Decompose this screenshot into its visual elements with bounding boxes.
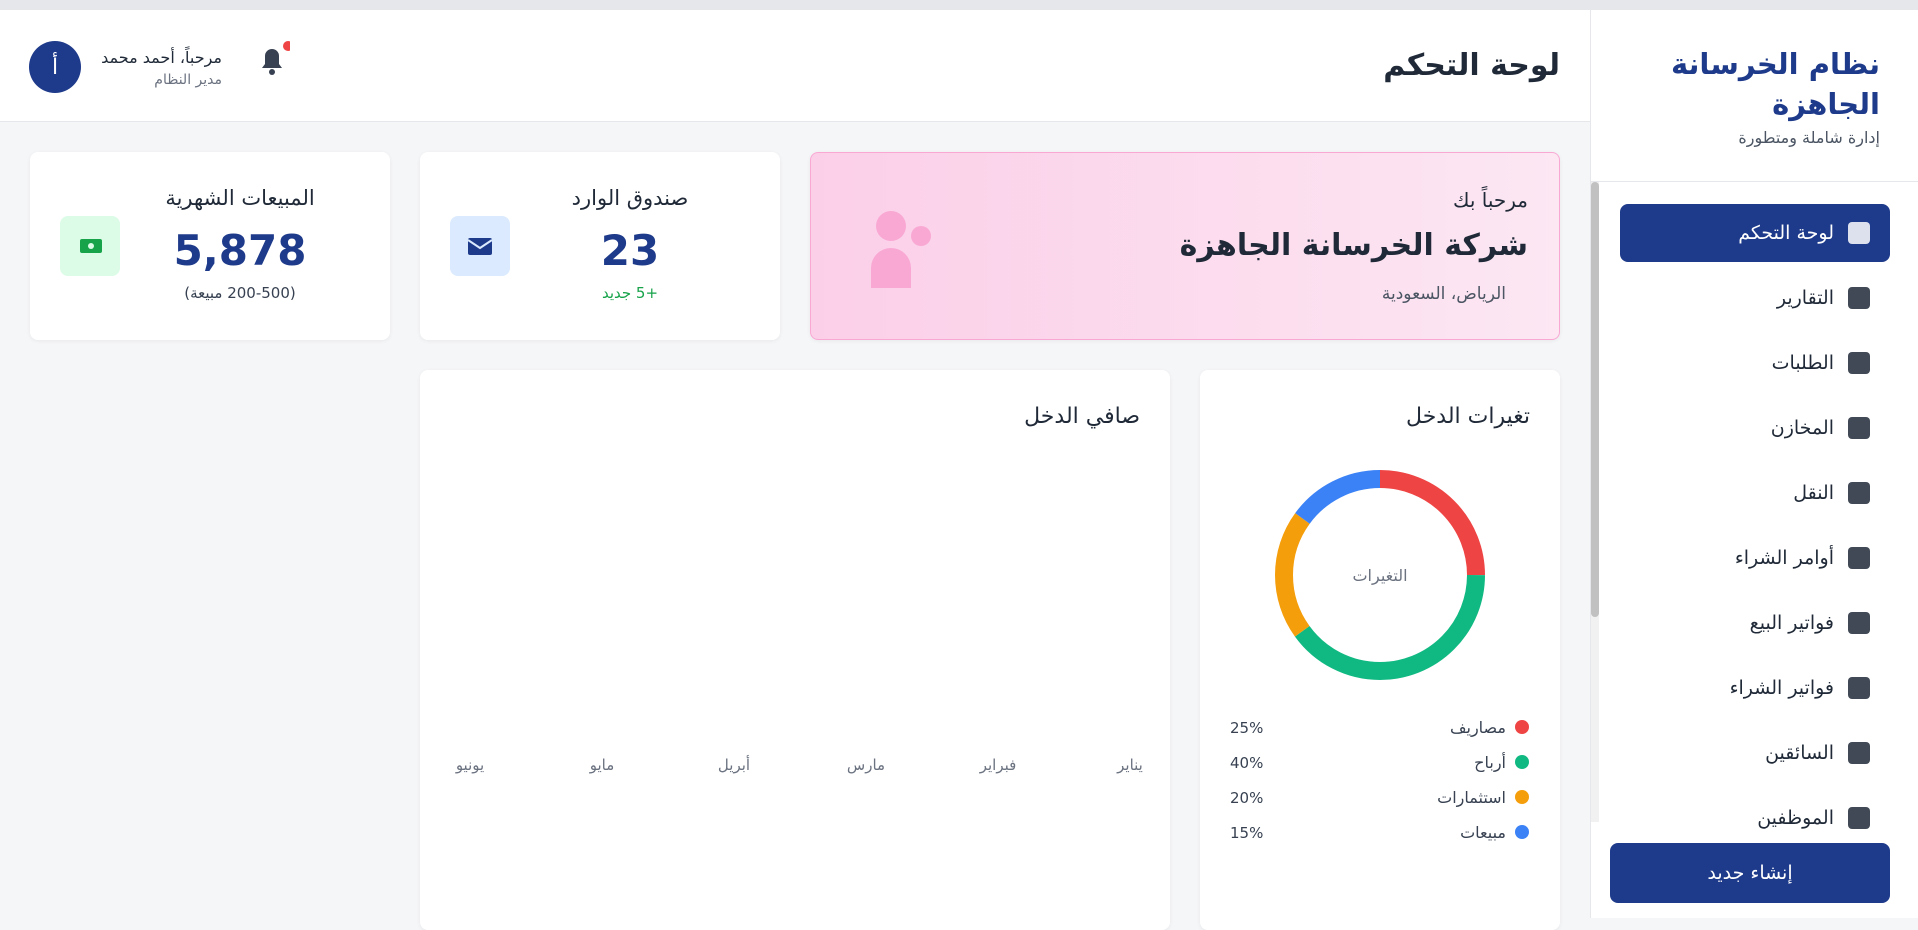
donut-center-label: التغيرات [1352, 566, 1407, 586]
nav-label: الطلبات [1771, 352, 1834, 374]
nav-icon [1848, 482, 1870, 504]
sidebar [1590, 10, 1918, 918]
sales-title: المبيعات الشهرية [165, 186, 315, 210]
nav-item[interactable]: أوامر الشراء [1620, 529, 1890, 587]
nav-item[interactable]: النقل [1620, 464, 1890, 522]
legend-value: 25% [1230, 719, 1263, 737]
nav-icon [1848, 222, 1870, 244]
avatar[interactable]: أ [29, 41, 81, 93]
donut-segment [1275, 470, 1485, 680]
create-button[interactable]: إنشاء جديد [1610, 843, 1890, 903]
net-income-axis: يناير فبراير مارس أبريل مايو يونيو [455, 755, 1143, 774]
nav-label: المخازن [1770, 417, 1834, 439]
legend-dot [1515, 790, 1529, 804]
x-tick-label: مارس [847, 756, 885, 774]
welcome-card [810, 152, 1560, 340]
legend-dot [1515, 720, 1529, 734]
inbox-value: 23 [600, 226, 660, 275]
x-tick-label: مايو [589, 756, 615, 774]
donut-segment [1275, 470, 1485, 680]
nav-label: التقارير [1776, 287, 1834, 309]
legend-label: أرباح [1474, 752, 1506, 773]
legend-label: استثمارات [1437, 788, 1506, 808]
legend-value: 20% [1230, 789, 1263, 807]
nav-label: لوحة التحكم [1738, 222, 1834, 244]
nav-icon [1848, 287, 1870, 309]
donut-segment [1275, 470, 1485, 680]
legend-dot [1515, 825, 1529, 839]
nav-item[interactable]: الطلبات [1620, 334, 1890, 392]
nav-item[interactable]: فواتير الشراء [1620, 659, 1890, 717]
inbox-title: صندوق الوارد [571, 186, 689, 210]
bell-icon[interactable] [254, 40, 290, 80]
scroll-track [1591, 182, 1599, 822]
donut-card [1200, 370, 1560, 930]
x-tick-label: أبريل [718, 755, 750, 774]
nav-icon [1848, 742, 1870, 764]
app-title: نظام الخرسانة الجاهزة [1670, 47, 1880, 121]
nav-icon [1848, 677, 1870, 699]
nav-item[interactable]: لوحة التحكم [1620, 204, 1890, 262]
nav-icon [1848, 612, 1870, 634]
net-income-title: صافي الدخل [1024, 404, 1140, 429]
nav-icon [1848, 547, 1870, 569]
company-name: شركة الخرسانة الجاهزة [1179, 228, 1528, 263]
nav-item[interactable]: السائقين [1620, 724, 1890, 782]
sales-note: (200-500 مبيعة) [184, 284, 296, 302]
header [0, 10, 1590, 122]
sales-value: 5,878 [173, 226, 307, 275]
welcome-greeting: مرحباً بك [1452, 188, 1528, 212]
donut-chart: مصاريف 25% أرباح 40% استثمارات 20% مبيعات 15% ال… [1230, 470, 1529, 842]
people-icon [871, 211, 931, 288]
nav-item[interactable]: فواتير البيع [1620, 594, 1890, 652]
nav-item[interactable]: المخازن [1620, 399, 1890, 457]
x-tick-label: يونيو [455, 756, 484, 774]
money-icon [60, 216, 120, 276]
mail-icon [450, 216, 510, 276]
nav-item[interactable]: التقارير [1620, 269, 1890, 327]
legend-label: مبيعات [1460, 823, 1506, 842]
donut-title: تغيرات الدخل [1406, 404, 1530, 429]
user-name: مرحباً، أحمد محمد [101, 48, 222, 67]
x-tick-label: فبراير [979, 756, 1017, 774]
nav-label: الموظفين [1757, 807, 1834, 829]
nav-icon [1848, 352, 1870, 374]
nav-label: النقل [1793, 482, 1834, 504]
app-subtitle: إدارة شاملة ومتطورة [1738, 128, 1880, 147]
net-income-card [420, 370, 1170, 930]
legend-dot [1515, 755, 1529, 769]
inbox-note: +5 جديد [601, 284, 659, 302]
legend-label: مصاريف [1450, 718, 1506, 738]
nav-label: السائقين [1765, 742, 1834, 764]
browser-bar [0, 0, 1918, 10]
nav-label: أوامر الشراء [1734, 547, 1834, 569]
user-role: مدير النظام [154, 72, 222, 88]
nav-label: فواتير الشراء [1729, 677, 1834, 699]
page-title: لوحة التحكم [1383, 48, 1560, 83]
nav-icon [1848, 417, 1870, 439]
divider [1590, 181, 1918, 182]
nav-item[interactable]: الموظفين [1620, 789, 1890, 847]
company-location: الرياض، السعودية [1381, 284, 1506, 304]
legend-value: 40% [1230, 754, 1263, 772]
nav-icon [1848, 807, 1870, 829]
legend-value: 15% [1230, 824, 1263, 842]
nav-label: فواتير البيع [1749, 612, 1834, 634]
x-tick-label: يناير [1116, 756, 1143, 774]
